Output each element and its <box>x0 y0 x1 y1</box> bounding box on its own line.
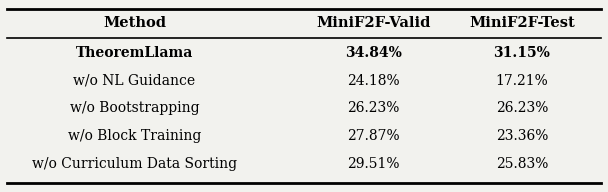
Text: 29.51%: 29.51% <box>347 157 400 171</box>
Text: MiniF2F-Test: MiniF2F-Test <box>469 16 575 30</box>
Text: w/o Curriculum Data Sorting: w/o Curriculum Data Sorting <box>32 157 237 171</box>
Text: Method: Method <box>103 16 166 30</box>
Text: 27.87%: 27.87% <box>347 129 400 143</box>
Text: 25.83%: 25.83% <box>496 157 548 171</box>
Text: w/o Bootstrapping: w/o Bootstrapping <box>70 101 199 115</box>
Text: 34.84%: 34.84% <box>345 46 402 60</box>
Text: 26.23%: 26.23% <box>347 101 400 115</box>
Text: w/o Block Training: w/o Block Training <box>68 129 201 143</box>
Text: MiniF2F-Valid: MiniF2F-Valid <box>316 16 431 30</box>
Text: TheoremLlama: TheoremLlama <box>76 46 193 60</box>
Text: 17.21%: 17.21% <box>496 74 548 88</box>
Text: w/o NL Guidance: w/o NL Guidance <box>74 74 196 88</box>
Text: 24.18%: 24.18% <box>347 74 400 88</box>
Text: 31.15%: 31.15% <box>494 46 550 60</box>
Text: 26.23%: 26.23% <box>496 101 548 115</box>
Text: 23.36%: 23.36% <box>496 129 548 143</box>
